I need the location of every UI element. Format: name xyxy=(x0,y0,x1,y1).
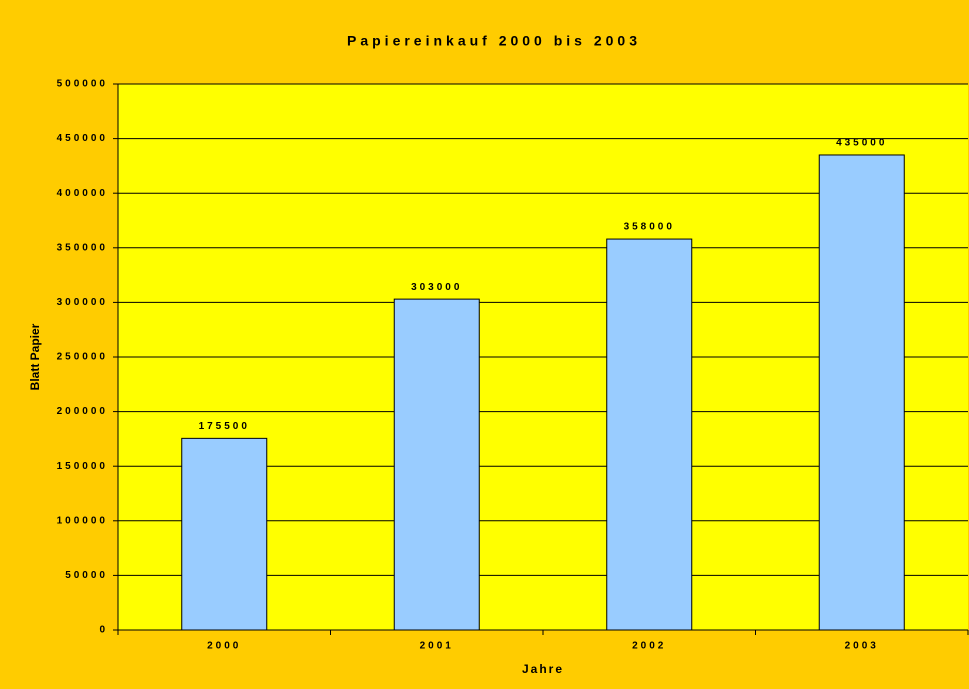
y-tick-label: 0 xyxy=(99,625,108,636)
data-label: 435000 xyxy=(836,138,887,149)
data-label: 175500 xyxy=(199,421,250,432)
y-tick-label: 100000 xyxy=(57,515,108,526)
y-tick-label: 50000 xyxy=(65,570,108,581)
bar xyxy=(181,437,268,631)
bar xyxy=(393,298,480,631)
y-tick-label: 300000 xyxy=(57,297,108,308)
bar xyxy=(818,154,905,631)
y-tick-label: 400000 xyxy=(57,188,108,199)
x-tick-label: 2003 xyxy=(845,641,879,652)
data-label: 303000 xyxy=(411,282,462,293)
x-tick-label: 2001 xyxy=(420,641,454,652)
y-tick-label: 250000 xyxy=(57,352,108,363)
data-label: 358000 xyxy=(624,222,675,233)
y-tick-label: 500000 xyxy=(57,79,108,90)
y-tick-label: 450000 xyxy=(57,133,108,144)
x-axis-title: Jahre xyxy=(522,662,564,676)
x-tick-label: 2000 xyxy=(207,641,241,652)
chart-title: Papiereinkauf 2000 bis 2003 xyxy=(347,33,641,49)
y-tick-label: 200000 xyxy=(57,406,108,417)
bar xyxy=(606,238,693,631)
y-tick-label: 350000 xyxy=(57,242,108,253)
y-tick-label: 150000 xyxy=(57,461,108,472)
y-axis-title: Blatt Papier xyxy=(28,323,42,390)
x-tick-label: 2002 xyxy=(632,641,666,652)
